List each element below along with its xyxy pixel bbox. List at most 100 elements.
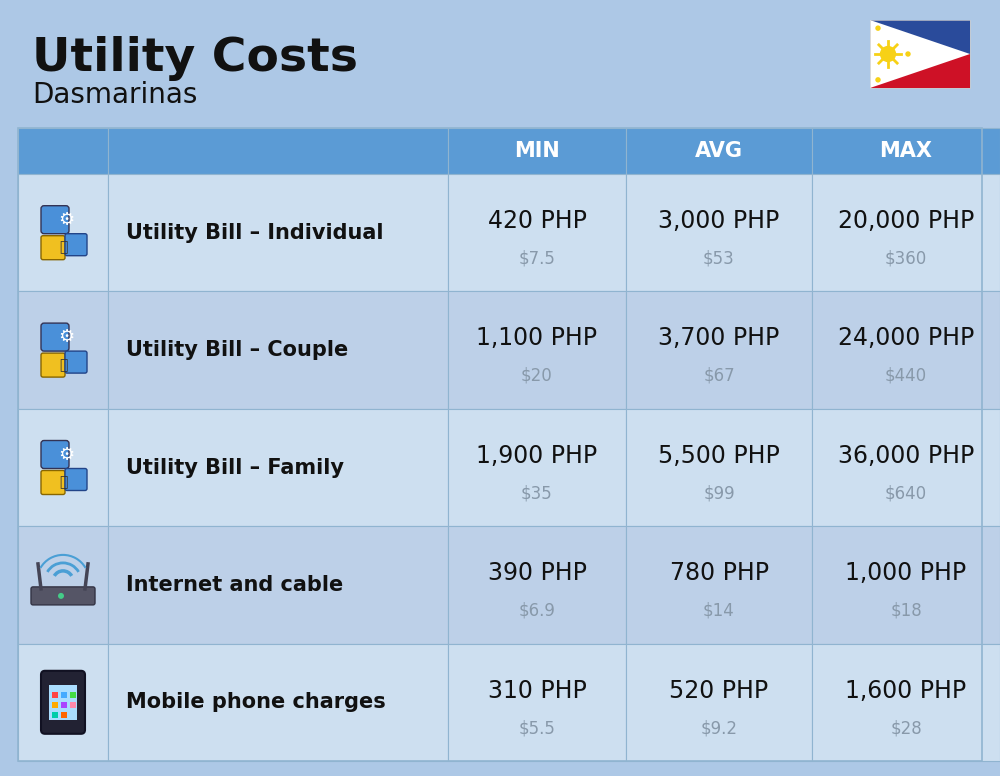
FancyBboxPatch shape bbox=[31, 587, 95, 605]
Bar bbox=[812, 174, 1000, 292]
FancyBboxPatch shape bbox=[41, 206, 69, 234]
Circle shape bbox=[875, 77, 881, 82]
Text: 3,000 PHP: 3,000 PHP bbox=[658, 209, 780, 233]
Circle shape bbox=[880, 46, 896, 62]
Bar bbox=[61, 702, 67, 708]
Text: AVG: AVG bbox=[695, 141, 743, 161]
FancyBboxPatch shape bbox=[65, 469, 87, 490]
Bar bbox=[448, 174, 626, 292]
Bar bbox=[108, 128, 448, 174]
Circle shape bbox=[875, 26, 881, 31]
Text: $14: $14 bbox=[703, 601, 735, 620]
Bar bbox=[108, 174, 448, 292]
Text: Utility Bill – Family: Utility Bill – Family bbox=[126, 458, 344, 477]
Text: 390 PHP: 390 PHP bbox=[488, 561, 586, 585]
Bar bbox=[812, 643, 1000, 761]
Text: 36,000 PHP: 36,000 PHP bbox=[838, 444, 974, 468]
Text: $18: $18 bbox=[890, 601, 922, 620]
Text: $53: $53 bbox=[703, 250, 735, 268]
FancyBboxPatch shape bbox=[41, 441, 69, 469]
Bar bbox=[812, 526, 1000, 643]
Bar bbox=[108, 292, 448, 409]
Bar bbox=[626, 526, 812, 643]
Bar bbox=[626, 409, 812, 526]
Text: 1,100 PHP: 1,100 PHP bbox=[477, 327, 598, 350]
Text: ⚙: ⚙ bbox=[58, 328, 74, 346]
Text: $7.5: $7.5 bbox=[519, 250, 555, 268]
Text: $20: $20 bbox=[521, 367, 553, 385]
FancyBboxPatch shape bbox=[41, 236, 65, 260]
Bar bbox=[870, 20, 970, 88]
Text: $67: $67 bbox=[703, 367, 735, 385]
Text: MAX: MAX bbox=[880, 141, 932, 161]
Bar bbox=[70, 691, 76, 698]
Text: $360: $360 bbox=[885, 250, 927, 268]
Bar bbox=[108, 643, 448, 761]
Bar bbox=[448, 643, 626, 761]
Text: 310 PHP: 310 PHP bbox=[488, 678, 586, 702]
Text: MIN: MIN bbox=[514, 141, 560, 161]
Text: ⚙: ⚙ bbox=[58, 211, 74, 229]
Text: 20,000 PHP: 20,000 PHP bbox=[838, 209, 974, 233]
Bar bbox=[18, 409, 108, 526]
Bar bbox=[18, 128, 108, 174]
Bar bbox=[70, 702, 76, 708]
FancyBboxPatch shape bbox=[41, 323, 69, 351]
Bar bbox=[52, 691, 58, 698]
Bar bbox=[448, 409, 626, 526]
Bar bbox=[108, 526, 448, 643]
Text: 👤: 👤 bbox=[59, 358, 67, 372]
Text: $5.5: $5.5 bbox=[519, 719, 555, 737]
Text: 👤: 👤 bbox=[59, 476, 67, 490]
Bar bbox=[812, 292, 1000, 409]
Circle shape bbox=[905, 51, 911, 57]
Bar bbox=[626, 292, 812, 409]
Text: 3,700 PHP: 3,700 PHP bbox=[658, 327, 780, 350]
Text: 1,900 PHP: 1,900 PHP bbox=[476, 444, 598, 468]
Bar bbox=[18, 292, 108, 409]
Circle shape bbox=[58, 593, 64, 599]
Text: 780 PHP: 780 PHP bbox=[670, 561, 768, 585]
Text: $99: $99 bbox=[703, 484, 735, 502]
Bar bbox=[448, 128, 626, 174]
Text: $35: $35 bbox=[521, 484, 553, 502]
Text: 👤: 👤 bbox=[59, 241, 67, 255]
Bar bbox=[870, 20, 970, 54]
Bar bbox=[626, 643, 812, 761]
Bar bbox=[870, 54, 970, 88]
Bar bbox=[18, 128, 982, 761]
FancyBboxPatch shape bbox=[65, 234, 87, 256]
Text: $28: $28 bbox=[890, 719, 922, 737]
Bar bbox=[448, 526, 626, 643]
Bar bbox=[52, 702, 58, 708]
Text: Utility Bill – Couple: Utility Bill – Couple bbox=[126, 340, 348, 360]
Bar bbox=[18, 526, 108, 643]
Text: Dasmarinas: Dasmarinas bbox=[32, 81, 197, 109]
Bar bbox=[52, 712, 58, 718]
Text: 24,000 PHP: 24,000 PHP bbox=[838, 327, 974, 350]
Text: 520 PHP: 520 PHP bbox=[669, 678, 769, 702]
Text: Utility Costs: Utility Costs bbox=[32, 36, 358, 81]
Text: 1,000 PHP: 1,000 PHP bbox=[845, 561, 967, 585]
Bar bbox=[61, 712, 67, 718]
Text: 1,600 PHP: 1,600 PHP bbox=[845, 678, 967, 702]
FancyBboxPatch shape bbox=[41, 670, 85, 734]
FancyBboxPatch shape bbox=[65, 351, 87, 373]
Text: Internet and cable: Internet and cable bbox=[126, 575, 343, 595]
Bar bbox=[108, 409, 448, 526]
Bar bbox=[812, 128, 1000, 174]
Text: $9.2: $9.2 bbox=[700, 719, 738, 737]
Polygon shape bbox=[870, 20, 970, 88]
Text: 420 PHP: 420 PHP bbox=[488, 209, 586, 233]
Bar bbox=[448, 292, 626, 409]
Text: 5,500 PHP: 5,500 PHP bbox=[658, 444, 780, 468]
Bar bbox=[18, 643, 108, 761]
Bar bbox=[49, 684, 77, 720]
FancyBboxPatch shape bbox=[41, 353, 65, 377]
Text: ⚙: ⚙ bbox=[58, 445, 74, 463]
Bar bbox=[626, 174, 812, 292]
Polygon shape bbox=[870, 20, 922, 88]
Text: $6.9: $6.9 bbox=[519, 601, 555, 620]
FancyBboxPatch shape bbox=[41, 470, 65, 494]
Bar bbox=[626, 128, 812, 174]
